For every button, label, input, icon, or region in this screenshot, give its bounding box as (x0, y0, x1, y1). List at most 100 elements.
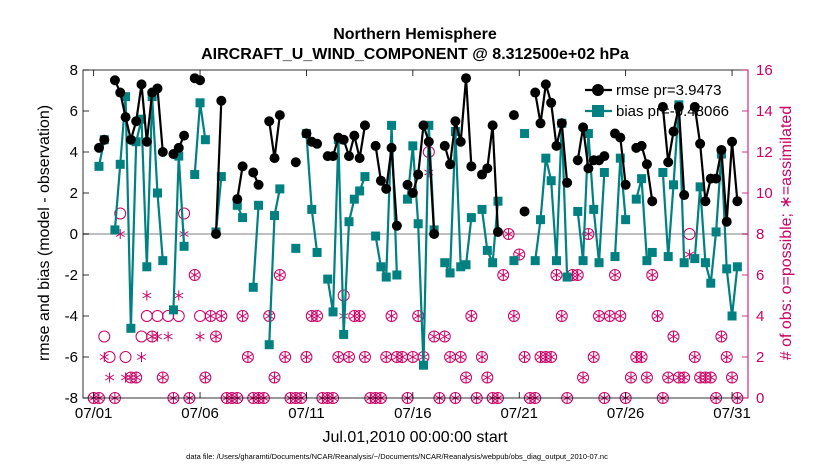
obs-possible-marker (550, 269, 563, 281)
rmse-point (673, 101, 684, 112)
rmse-point (721, 216, 732, 227)
asterisk-stroke (238, 313, 248, 319)
bias-point (360, 172, 370, 182)
data-file-footnote: data file: /Users/gharamti/Documents/NCA… (186, 452, 608, 461)
obs-assimilated-marker (216, 311, 226, 321)
rmse-point (535, 118, 546, 129)
bias-point (307, 204, 317, 214)
rmse-point (328, 151, 339, 162)
obs-assimilated-marker (238, 311, 248, 321)
rmse-point (556, 118, 567, 129)
rmse-point (450, 116, 461, 127)
bias-point (115, 159, 125, 169)
bias-point (381, 272, 391, 282)
bias-point (121, 92, 131, 102)
obs-assimilated-marker (131, 372, 141, 383)
x-tick-label: 07/06 (181, 405, 219, 422)
asterisk-stroke (216, 313, 226, 319)
obs-possible-marker (172, 310, 185, 322)
rmse-point (572, 155, 583, 166)
rmse-point (290, 157, 301, 168)
asterisk-stroke (610, 272, 620, 278)
rmse-point (354, 153, 365, 164)
obs-assimilated-marker (360, 352, 370, 362)
bias-point (583, 129, 593, 139)
y2-tick-label: 8 (756, 226, 764, 243)
obs-possible-marker (273, 269, 286, 281)
bias-point (152, 188, 162, 198)
rmse-point (115, 87, 126, 98)
legend: rmse pr=3.9473 bias pr=-0.48066 (585, 82, 729, 120)
asterisk-stroke (206, 313, 216, 319)
obs-assimilated-marker (355, 311, 365, 321)
rmse-point (349, 130, 360, 141)
rmse-point (429, 229, 440, 239)
rmse-point (131, 116, 142, 127)
asterisk-stroke (280, 354, 290, 360)
y-tick-label: -8 (65, 390, 78, 407)
obs-assimilated-marker (408, 352, 418, 362)
asterisk-stroke (504, 231, 514, 237)
rmse-point (248, 167, 259, 178)
asterisk-stroke (509, 313, 519, 319)
bias-point (663, 252, 673, 262)
asterisk-stroke (461, 374, 471, 381)
rmse-point (439, 140, 450, 151)
obs-possible-marker (454, 351, 467, 363)
obs-possible-marker (358, 351, 371, 363)
obs-assimilated-marker (445, 352, 455, 362)
asterisk-stroke (312, 313, 322, 319)
obs-assimilated-marker (557, 311, 567, 321)
asterisk-stroke (551, 272, 562, 278)
bias-point (376, 262, 386, 272)
obs-possible-marker (555, 310, 568, 322)
bias-point (599, 168, 609, 177)
bias-point (174, 151, 184, 161)
bias-point (493, 196, 503, 206)
bias-point (647, 247, 657, 257)
rmse-point (136, 79, 147, 90)
obs-assimilated-marker (190, 270, 200, 280)
obs-possible-marker (651, 310, 664, 322)
bias-point (440, 258, 450, 268)
obs-possible-marker (188, 269, 201, 281)
bias-point (551, 256, 561, 266)
rmse-point (679, 190, 690, 201)
rmse-point (157, 147, 168, 157)
obs-possible-marker (268, 371, 281, 384)
asterisk-stroke (546, 354, 556, 360)
asterisk-stroke (381, 354, 391, 360)
obs-possible-marker (571, 269, 584, 281)
bias-point (589, 204, 599, 214)
y-tick-label: -6 (65, 349, 78, 366)
asterisk-stroke (482, 374, 492, 381)
rmse-point (274, 110, 285, 121)
obs-assimilated-marker (344, 352, 354, 362)
x-tick-label: 07/26 (607, 405, 645, 422)
asterisk-stroke (195, 333, 205, 340)
bias-point (264, 340, 274, 350)
asterisk-stroke (429, 333, 439, 340)
asterisk-stroke (355, 313, 365, 319)
bias-point (323, 274, 333, 284)
y2-tick-label: 6 (756, 267, 764, 284)
rmse-point (344, 151, 354, 162)
bias-point (631, 194, 641, 204)
obs-assimilated-marker (275, 270, 285, 280)
bias-point (344, 217, 354, 227)
asterisk-stroke (152, 333, 163, 340)
obs-assimilated-marker (652, 311, 663, 321)
rmse-point (381, 183, 392, 194)
asterisk-stroke (690, 354, 700, 360)
obs-possible-marker (507, 310, 520, 322)
bias-point (520, 129, 530, 139)
rmse-point (179, 130, 190, 141)
obs-assimilated-marker (589, 352, 599, 362)
rmse-point (615, 132, 626, 143)
obs-assimilated-marker (605, 311, 615, 321)
rmse-point (461, 73, 472, 84)
obs-possible-marker (513, 248, 526, 261)
asterisk-stroke (663, 374, 673, 381)
rmse-point (237, 161, 248, 172)
asterisk-stroke (727, 374, 737, 381)
